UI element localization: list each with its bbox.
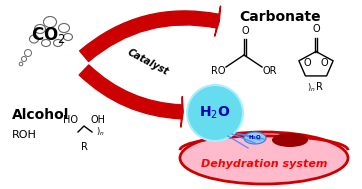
Circle shape bbox=[21, 57, 26, 61]
Ellipse shape bbox=[244, 132, 266, 144]
Text: )$_n$: )$_n$ bbox=[96, 126, 105, 138]
Text: R: R bbox=[81, 142, 88, 152]
Text: Carbonate: Carbonate bbox=[239, 10, 321, 24]
Text: H$_2$O: H$_2$O bbox=[248, 134, 262, 143]
Text: H$_2$O: H$_2$O bbox=[199, 105, 231, 121]
Text: Alcohol: Alcohol bbox=[12, 108, 70, 122]
Ellipse shape bbox=[43, 16, 56, 28]
Ellipse shape bbox=[34, 25, 46, 33]
Ellipse shape bbox=[180, 132, 348, 184]
Circle shape bbox=[187, 85, 243, 141]
Text: OH: OH bbox=[90, 115, 105, 125]
Ellipse shape bbox=[63, 33, 72, 40]
Text: RO: RO bbox=[211, 66, 225, 76]
Ellipse shape bbox=[42, 40, 51, 46]
Text: HO: HO bbox=[63, 115, 77, 125]
Text: Catalyst: Catalyst bbox=[126, 47, 170, 77]
Text: ROH: ROH bbox=[12, 130, 37, 140]
Ellipse shape bbox=[272, 133, 308, 147]
Ellipse shape bbox=[29, 35, 38, 43]
Text: O: O bbox=[312, 25, 320, 35]
Text: CO$_2$: CO$_2$ bbox=[31, 25, 66, 45]
Text: Dehydration system: Dehydration system bbox=[201, 159, 327, 169]
Ellipse shape bbox=[54, 40, 63, 46]
Text: O: O bbox=[320, 58, 328, 68]
Text: O: O bbox=[304, 58, 312, 68]
Text: OR: OR bbox=[263, 66, 277, 76]
Circle shape bbox=[19, 62, 23, 66]
Text: R: R bbox=[316, 82, 323, 92]
Text: O: O bbox=[241, 26, 249, 36]
Ellipse shape bbox=[59, 23, 70, 33]
Text: )$_n$: )$_n$ bbox=[307, 82, 316, 94]
Circle shape bbox=[25, 50, 31, 57]
